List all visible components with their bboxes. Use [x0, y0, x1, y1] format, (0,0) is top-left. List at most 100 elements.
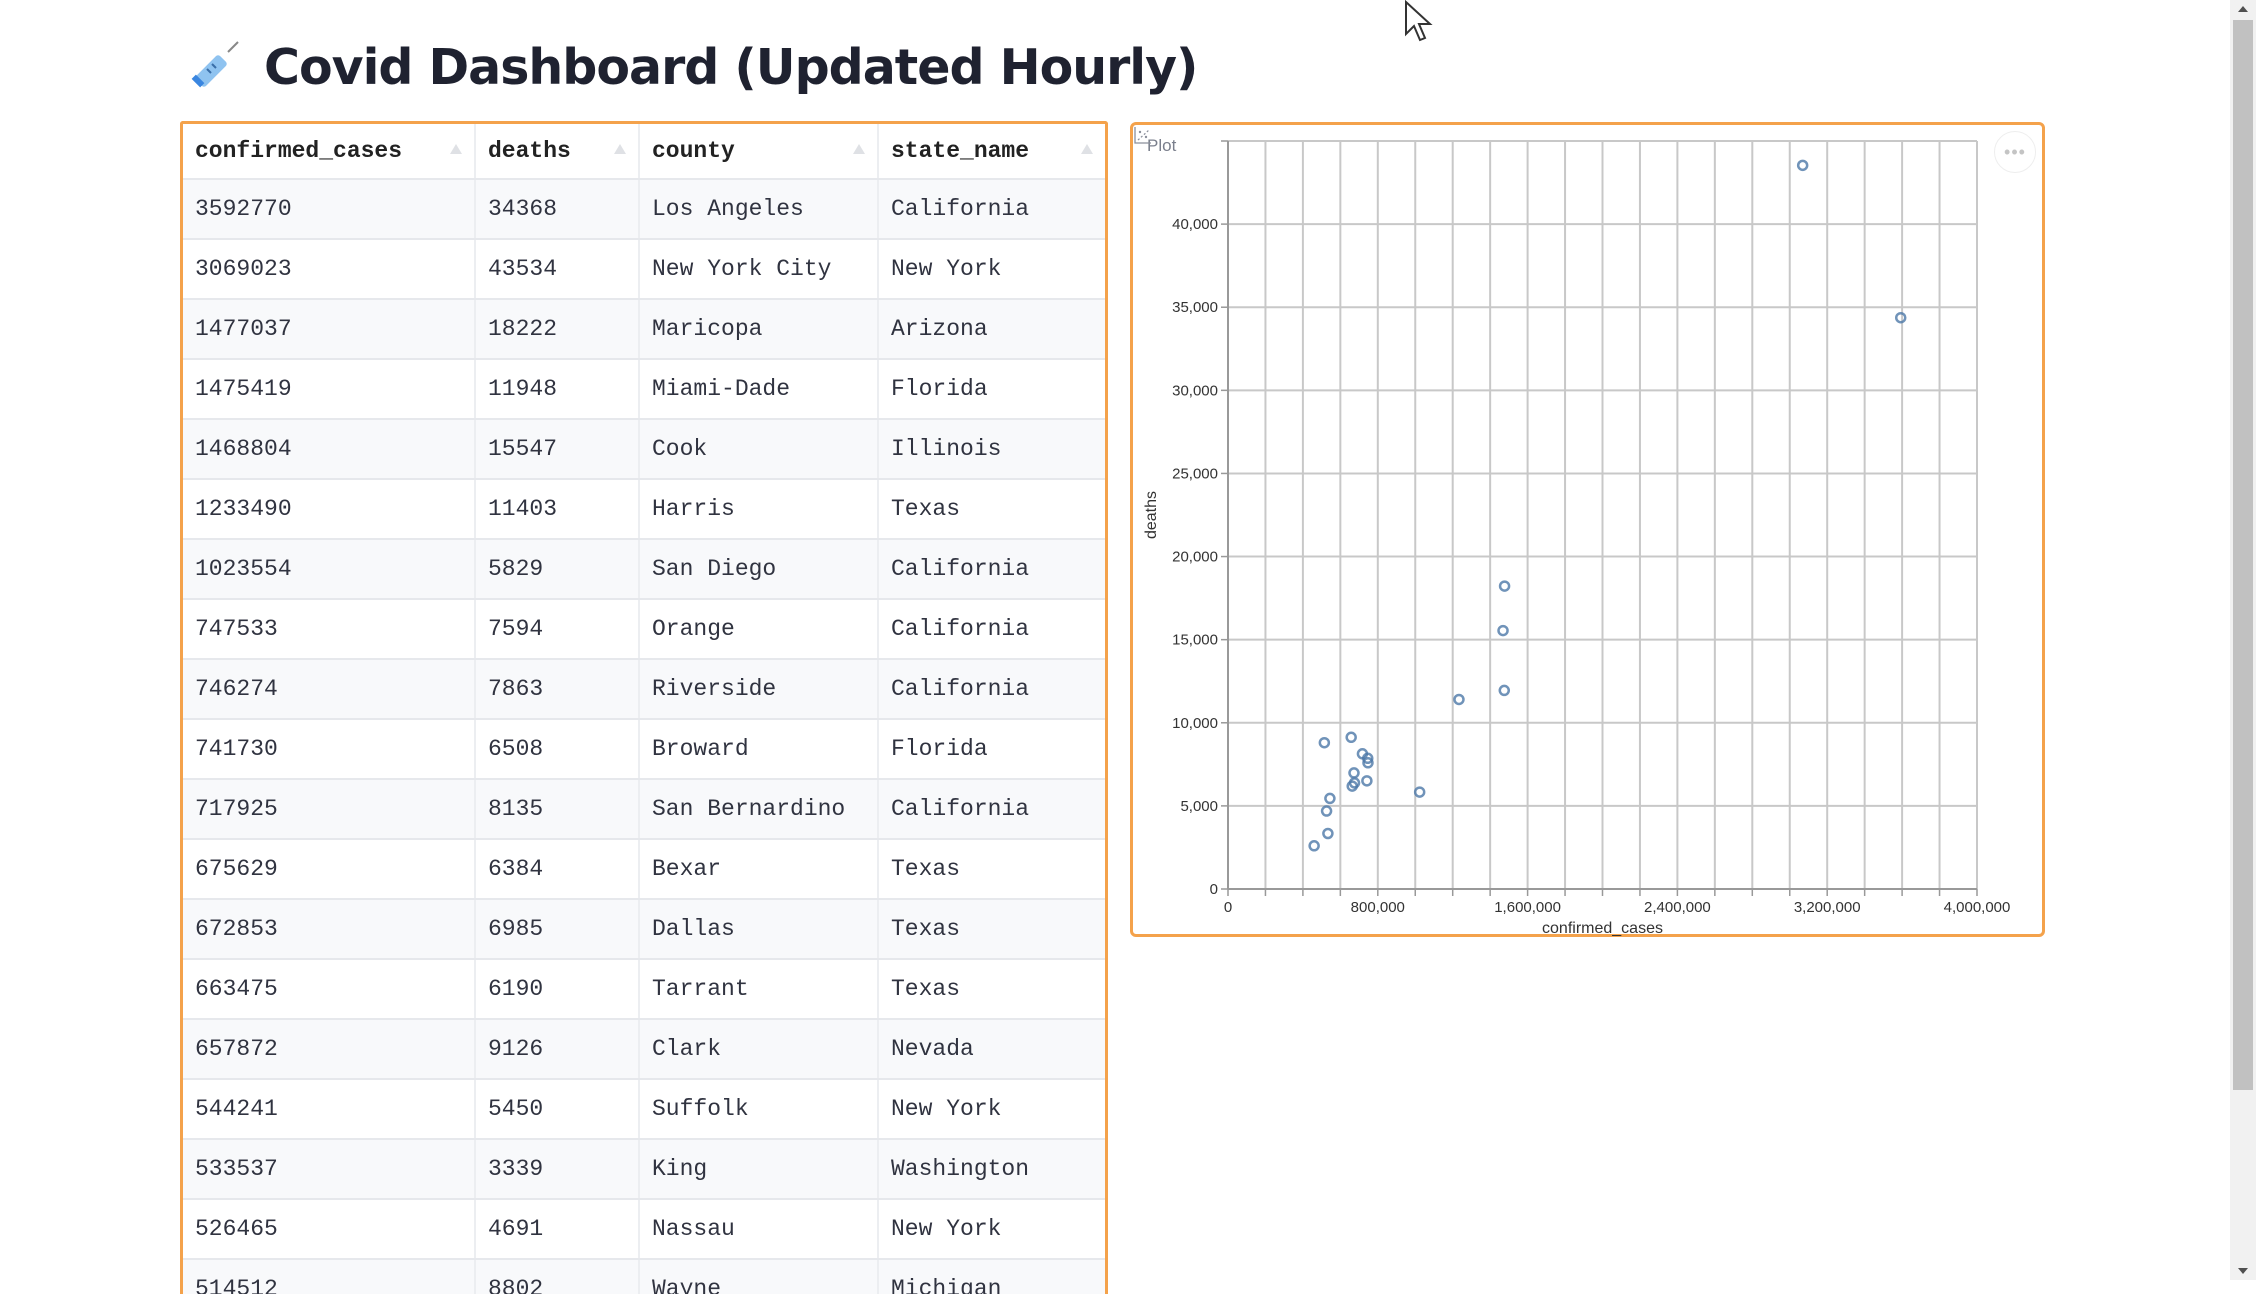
cell-deaths[interactable]: 6508 [476, 720, 640, 778]
data-point[interactable] [1361, 775, 1373, 787]
cell-state-name[interactable]: New York [891, 1096, 1002, 1122]
data-point[interactable] [1346, 780, 1358, 792]
data-point[interactable] [1308, 840, 1320, 852]
cell-state-name[interactable]: California [891, 616, 1030, 642]
data-point[interactable] [1348, 767, 1360, 779]
cell-county[interactable]: New York City [640, 240, 879, 298]
cell-county[interactable]: Wayne [640, 1260, 879, 1294]
data-point[interactable] [1497, 624, 1509, 637]
data-point[interactable] [1413, 786, 1426, 798]
cell-deaths[interactable]: 5829 [476, 540, 640, 598]
cell-county[interactable]: Bexar [640, 840, 879, 898]
column-header-confirmed-cases[interactable]: confirmed_cases [183, 124, 476, 178]
cell-confirmed-cases[interactable]: 3069023 [183, 240, 476, 298]
cell-state-name[interactable]: Texas [891, 916, 961, 942]
cell-state-name[interactable]: Arizona [891, 316, 988, 342]
cell-county[interactable]: Broward [640, 720, 879, 778]
cell-county[interactable]: King [640, 1140, 879, 1198]
data-table[interactable]: confirmed_cases deaths county state_name… [180, 121, 1108, 1294]
table-row[interactable]: 747533 7594 Orange California [183, 600, 1105, 660]
cell-county[interactable]: Riverside [640, 660, 879, 718]
cell-state-name[interactable]: New York [891, 256, 1002, 282]
table-row[interactable]: 514512 8802 Wayne Michigan [183, 1260, 1105, 1294]
cell-deaths[interactable]: 8135 [476, 780, 640, 838]
cell-state-name[interactable]: Florida [891, 736, 988, 762]
data-point[interactable] [1362, 757, 1374, 769]
cell-county[interactable]: Cook [640, 420, 879, 478]
cell-deaths[interactable]: 5450 [476, 1080, 640, 1138]
data-point[interactable] [1322, 827, 1334, 840]
cell-county[interactable]: Tarrant [640, 960, 879, 1018]
cell-county[interactable]: Maricopa [640, 300, 879, 358]
cell-confirmed-cases[interactable]: 657872 [183, 1020, 476, 1078]
cell-deaths[interactable]: 4691 [476, 1200, 640, 1258]
table-row[interactable]: 746274 7863 Riverside California [183, 660, 1105, 720]
cell-confirmed-cases[interactable]: 746274 [183, 660, 476, 718]
cell-confirmed-cases[interactable]: 1233490 [183, 480, 476, 538]
table-row[interactable]: 675629 6384 Bexar Texas [183, 840, 1105, 900]
cell-county[interactable]: Harris [640, 480, 879, 538]
scroll-down-arrow-icon[interactable] [2238, 1268, 2248, 1274]
cell-state-name[interactable]: Texas [891, 856, 961, 882]
cell-state-name[interactable]: Illinois [891, 436, 1002, 462]
scrollbar-thumb[interactable] [2233, 20, 2253, 1090]
table-row[interactable]: 1477037 18222 Maricopa Arizona [183, 300, 1105, 360]
sort-icon[interactable] [450, 144, 462, 154]
cell-deaths[interactable]: 7863 [476, 660, 640, 718]
data-point[interactable] [1894, 311, 1907, 324]
data-point[interactable] [1356, 748, 1369, 760]
cell-state-name[interactable]: Nevada [891, 1036, 974, 1062]
cell-deaths[interactable]: 8802 [476, 1260, 640, 1294]
sort-icon[interactable] [853, 144, 865, 154]
data-point[interactable] [1498, 684, 1511, 697]
column-header-deaths[interactable]: deaths [476, 124, 640, 178]
cell-confirmed-cases[interactable]: 675629 [183, 840, 476, 898]
cell-state-name[interactable]: Washington [891, 1156, 1030, 1182]
data-point[interactable] [1453, 693, 1465, 706]
cell-confirmed-cases[interactable]: 514512 [183, 1260, 476, 1294]
cell-confirmed-cases[interactable]: 526465 [183, 1200, 476, 1258]
data-point[interactable] [1320, 805, 1333, 817]
cell-county[interactable]: Dallas [640, 900, 879, 958]
cell-deaths[interactable]: 6190 [476, 960, 640, 1018]
table-row[interactable]: 533537 3339 King Washington [183, 1140, 1105, 1200]
cell-confirmed-cases[interactable]: 533537 [183, 1140, 476, 1198]
cell-state-name[interactable]: Michigan [891, 1276, 1002, 1294]
cell-deaths[interactable]: 9126 [476, 1020, 640, 1078]
cell-confirmed-cases[interactable]: 1023554 [183, 540, 476, 598]
data-point[interactable] [1324, 792, 1336, 805]
cell-confirmed-cases[interactable]: 1475419 [183, 360, 476, 418]
data-point[interactable] [1345, 731, 1357, 744]
scatter-chart[interactable]: 0 800,000 1,600,000 2,400,000 3,200,000 4,000… [1130, 122, 2045, 937]
cell-county[interactable]: San Diego [640, 540, 879, 598]
cell-deaths[interactable]: 7594 [476, 600, 640, 658]
cell-state-name[interactable]: California [891, 196, 1030, 222]
cell-deaths[interactable]: 11403 [476, 480, 640, 538]
table-row[interactable]: 672853 6985 Dallas Texas [183, 900, 1105, 960]
table-row[interactable]: 657872 9126 Clark Nevada [183, 1020, 1105, 1080]
cell-county[interactable]: Nassau [640, 1200, 879, 1258]
cell-county[interactable]: Miami-Dade [640, 360, 879, 418]
cell-deaths[interactable]: 15547 [476, 420, 640, 478]
cell-state-name[interactable]: Florida [891, 376, 988, 402]
table-row[interactable]: 1468804 15547 Cook Illinois [183, 420, 1105, 480]
cell-confirmed-cases[interactable]: 672853 [183, 900, 476, 958]
scatter-plot-panel[interactable]: 0 800,000 1,600,000 2,400,000 3,200,000 4,000… [1130, 122, 2045, 937]
sort-icon[interactable] [614, 144, 626, 154]
table-row[interactable]: 1233490 11403 Harris Texas [183, 480, 1105, 540]
cell-state-name[interactable]: Texas [891, 496, 961, 522]
cell-county[interactable]: Orange [640, 600, 879, 658]
cell-state-name[interactable]: New York [891, 1216, 1002, 1242]
data-point[interactable] [1498, 580, 1511, 592]
more-options-icon[interactable]: ••• [1994, 131, 2036, 173]
scroll-up-arrow-icon[interactable] [2238, 6, 2248, 12]
cell-state-name[interactable]: California [891, 556, 1030, 582]
table-row[interactable]: 717925 8135 San Bernardino California [183, 780, 1105, 840]
cell-state-name[interactable]: Texas [891, 976, 961, 1002]
cell-confirmed-cases[interactable]: 747533 [183, 600, 476, 658]
cell-confirmed-cases[interactable]: 544241 [183, 1080, 476, 1138]
column-header-county[interactable]: county [640, 124, 879, 178]
table-row[interactable]: 3592770 34368 Los Angeles California [183, 180, 1105, 240]
cell-deaths[interactable]: 6985 [476, 900, 640, 958]
cell-county[interactable]: San Bernardino [640, 780, 879, 838]
